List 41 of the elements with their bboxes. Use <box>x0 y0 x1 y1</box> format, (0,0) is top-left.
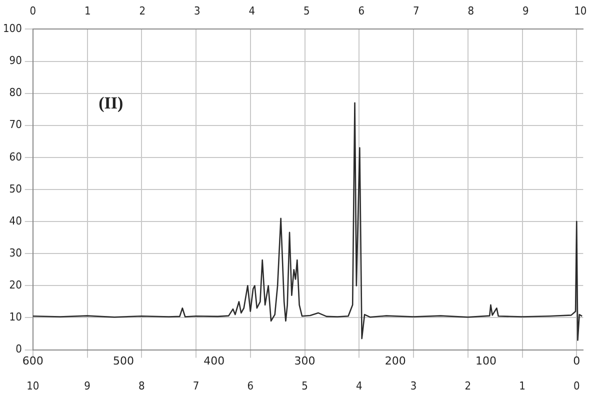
y-tick-label: 40 <box>9 214 22 228</box>
x2-tick-label: 9 <box>522 4 529 18</box>
y-tick-label: 70 <box>9 118 22 132</box>
text: 200 <box>384 354 406 368</box>
x2-tick-label: 0 <box>30 4 36 18</box>
x-tick-label: 9 <box>84 379 90 392</box>
x2-tick-label: 7 <box>413 4 420 18</box>
x-tick-label: 3 <box>410 379 417 392</box>
y-tick-label: 0 <box>16 342 22 356</box>
text: 300 <box>294 354 316 368</box>
x2-tick-label: 8 <box>468 4 474 18</box>
x2-tick-label: 2 <box>139 4 146 18</box>
x-tick-label: 8 <box>138 379 145 392</box>
x2-tick-label: 10 <box>574 4 587 18</box>
y-tick-label: 20 <box>9 278 22 292</box>
x-tick-label: 5 <box>302 379 308 392</box>
x2-tick-label: 4 <box>248 4 256 18</box>
text: 500 <box>113 354 134 368</box>
x-tick-label: 0 <box>573 379 580 392</box>
y-tick-label: 60 <box>9 150 22 164</box>
y-tick-label: 100 <box>2 22 22 36</box>
text: 100 <box>476 354 497 368</box>
text: 600 <box>22 354 44 368</box>
y-tick-label: 80 <box>9 86 22 100</box>
x-tick-label: 4 <box>356 379 362 392</box>
y-tick-label: 90 <box>9 54 22 68</box>
y-tick-label: 30 <box>9 246 22 260</box>
x-tick-label: 7 <box>192 379 200 392</box>
y-tick-label: 50 <box>9 182 22 196</box>
x-tick-label: 6 <box>247 379 254 392</box>
x-tick-label: 10 <box>26 379 40 392</box>
x2-tick-label: 3 <box>194 4 200 18</box>
x2-tick-label: 6 <box>358 4 365 18</box>
text: 0 <box>573 354 580 368</box>
x-tick-label: 1 <box>519 379 526 392</box>
annotation: (II) <box>98 94 124 113</box>
x2-tick-label: 1 <box>84 4 91 18</box>
text: 400 <box>204 354 225 368</box>
x-tick-label: 2 <box>464 379 472 392</box>
x2-tick-label: 5 <box>304 4 310 18</box>
y-tick-label: 10 <box>9 310 22 324</box>
